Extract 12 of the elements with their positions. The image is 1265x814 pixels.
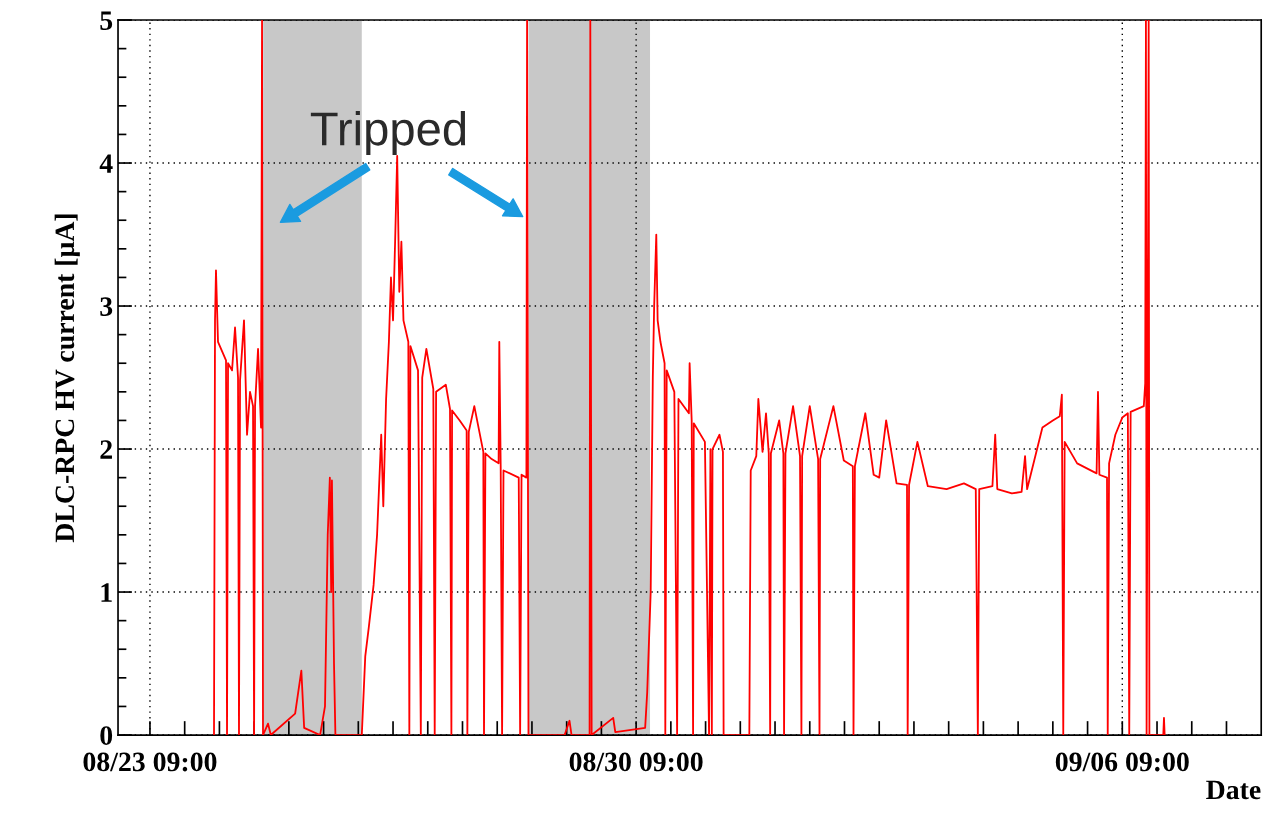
y-tick-label: 0 [100,726,113,745]
x-tick-label: 08/30 09:00 [569,752,703,772]
x-tick-label: 09/06 09:00 [1055,752,1189,772]
x-axis-title: Date [1206,780,1261,800]
x-tick-label: 08/23 09:00 [83,752,217,772]
y-axis-title: DLC-RPC HV current [μA] [54,214,80,543]
y-tick-label: 1 [101,583,112,602]
y-tick-label: 2 [100,440,112,459]
annotation: Tripped [310,110,466,156]
y-tick-label: 3 [100,297,113,316]
y-tick-label: 5 [100,11,113,30]
y-tick-label: 4 [99,154,113,173]
